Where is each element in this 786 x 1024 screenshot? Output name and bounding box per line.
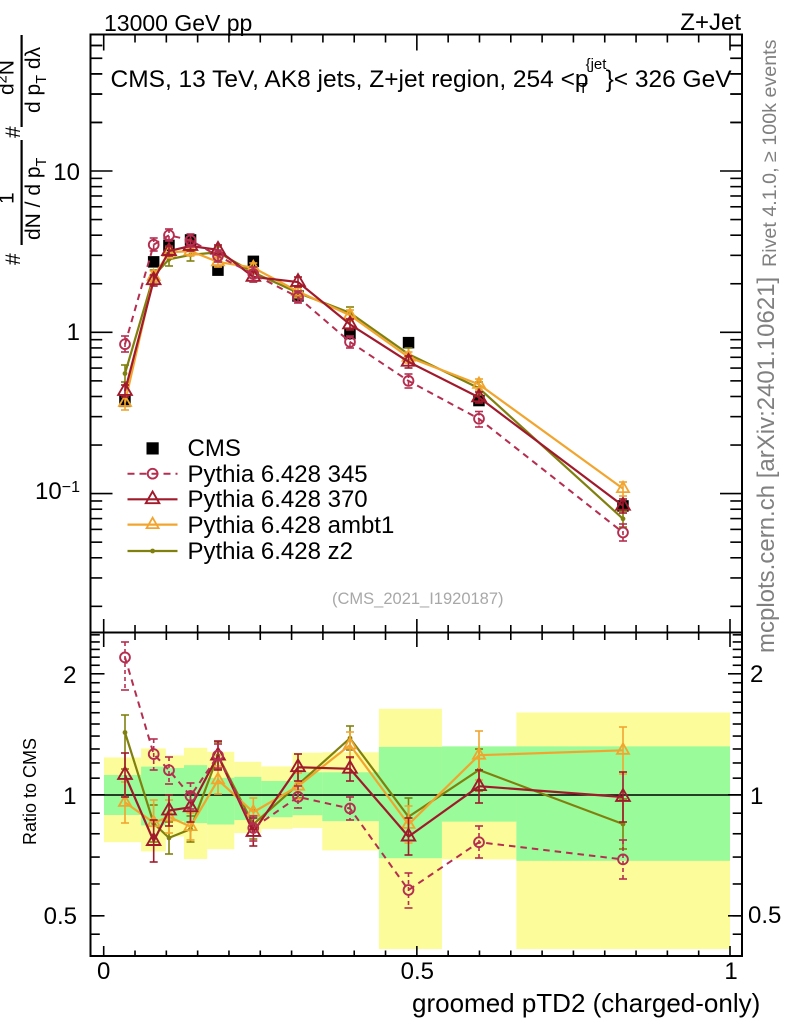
svg-text:#: #	[2, 253, 25, 265]
svg-text:dN / d pT: dN / d pT	[22, 157, 50, 240]
svg-text:d2N: d2N	[0, 60, 19, 95]
svg-text:1: 1	[0, 192, 19, 204]
svg-text:#: #	[2, 126, 25, 138]
svg-text:d pT dλ: d pT dλ	[22, 46, 50, 113]
